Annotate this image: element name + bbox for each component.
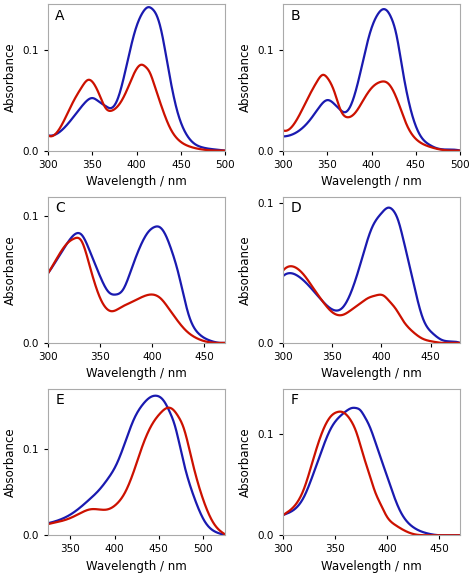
X-axis label: Wavelength / nm: Wavelength / nm xyxy=(321,175,422,188)
Text: D: D xyxy=(290,201,301,215)
Text: C: C xyxy=(55,201,65,215)
Text: F: F xyxy=(290,394,298,407)
X-axis label: Wavelength / nm: Wavelength / nm xyxy=(86,560,187,573)
Y-axis label: Absorbance: Absorbance xyxy=(4,43,17,112)
X-axis label: Wavelength / nm: Wavelength / nm xyxy=(86,368,187,380)
X-axis label: Wavelength / nm: Wavelength / nm xyxy=(321,368,422,380)
Text: E: E xyxy=(55,394,64,407)
Text: B: B xyxy=(290,9,300,23)
Text: A: A xyxy=(55,9,65,23)
Y-axis label: Absorbance: Absorbance xyxy=(239,235,252,305)
X-axis label: Wavelength / nm: Wavelength / nm xyxy=(321,560,422,573)
Y-axis label: Absorbance: Absorbance xyxy=(4,235,17,305)
X-axis label: Wavelength / nm: Wavelength / nm xyxy=(86,175,187,188)
Y-axis label: Absorbance: Absorbance xyxy=(239,43,252,112)
Y-axis label: Absorbance: Absorbance xyxy=(239,427,252,497)
Y-axis label: Absorbance: Absorbance xyxy=(4,427,17,497)
